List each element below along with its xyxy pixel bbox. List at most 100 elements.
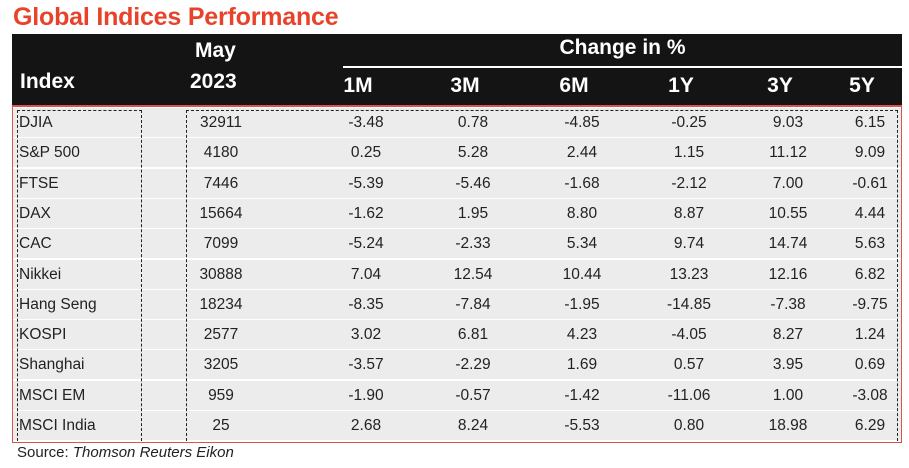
table-row: DAX 15664 -1.62 1.95 8.80 8.87 10.55 4.44 — [13, 198, 901, 228]
change-6m: -4.85 — [564, 114, 600, 131]
change-3m: -2.33 — [455, 235, 491, 253]
change-1m: 7.04 — [350, 265, 382, 283]
change-1m: -1.90 — [348, 386, 384, 404]
change-3m: -0.57 — [455, 386, 491, 404]
index-value: 25 — [212, 417, 230, 434]
header-1m: 1M — [343, 74, 373, 97]
index-value: 959 — [208, 386, 234, 404]
change-5y: 6.82 — [854, 265, 886, 283]
change-6m: -1.68 — [564, 174, 600, 192]
index-name: DJIA — [19, 114, 53, 131]
change-6m: -1.95 — [564, 295, 600, 313]
source-name: Thomson Reuters Eikon — [72, 444, 234, 461]
change-1m: -5.39 — [348, 174, 384, 192]
change-1y: 13.23 — [669, 265, 709, 283]
change-3y: 12.16 — [768, 265, 808, 283]
change-6m: 5.34 — [566, 235, 598, 253]
index-value: 3205 — [203, 356, 239, 374]
change-1y: 9.74 — [673, 235, 705, 253]
change-1m: -3.57 — [348, 356, 384, 374]
table-row: Nikkei 30888 7.04 12.54 10.44 13.23 12.16 6.82 — [13, 259, 901, 289]
change-1y: 0.80 — [673, 417, 705, 434]
header-divider — [343, 66, 902, 68]
change-3m: 0.78 — [457, 114, 489, 131]
table-row: S&P 500 4180 0.25 5.28 2.44 1.15 11.12 9.09 — [13, 138, 901, 168]
change-5y: 6.15 — [854, 114, 886, 131]
change-1m: 3.02 — [350, 326, 382, 344]
change-1m: 0.25 — [350, 144, 382, 162]
change-6m: -1.42 — [564, 386, 600, 404]
change-3m: -2.29 — [455, 356, 491, 374]
change-1m: -3.48 — [348, 114, 384, 131]
change-6m: 4.23 — [566, 326, 598, 344]
index-value: 18234 — [199, 295, 243, 313]
table-header: Index May 2023 Change in % 1M 3M 6M 1Y 3… — [12, 34, 902, 105]
change-5y: 9.09 — [854, 144, 886, 162]
index-name: CAC — [19, 235, 52, 253]
change-5y: 0.69 — [854, 356, 886, 374]
change-6m: 1.69 — [566, 356, 598, 374]
change-3y: 1.00 — [772, 386, 804, 404]
index-name: Hang Seng — [19, 295, 97, 313]
change-5y: -9.75 — [852, 295, 888, 313]
change-3m: -7.84 — [455, 295, 491, 313]
change-5y: -3.08 — [852, 386, 888, 404]
table-row: CAC 7099 -5.24 -2.33 5.34 9.74 14.74 5.63 — [13, 229, 901, 259]
change-6m: 2.44 — [566, 144, 598, 162]
index-name: DAX — [19, 204, 51, 222]
index-name: Shanghai — [19, 356, 85, 374]
change-3y: 14.74 — [768, 235, 808, 253]
change-3m: 5.28 — [457, 144, 489, 162]
change-3y: -7.38 — [770, 295, 806, 313]
index-name: S&P 500 — [19, 144, 80, 162]
table-body: MSCI India 25 2.68 8.24 -5.53 0.80 18.98 6.29 MS… — [12, 105, 902, 443]
change-5y: -0.61 — [852, 174, 888, 192]
page-title: Global Indices Performance — [13, 3, 339, 31]
index-value: 2577 — [203, 326, 239, 344]
header-3m: 3M — [450, 74, 480, 97]
change-1y: -4.05 — [671, 326, 707, 344]
table-row: MSCI EM 959 -1.90 -0.57 -1.42 -11.06 1.00 -3.08 — [13, 380, 901, 410]
header-year: 2023 — [190, 70, 237, 93]
change-1y: 1.15 — [673, 144, 705, 162]
change-1y: 0.57 — [673, 356, 705, 374]
change-5y: 6.29 — [854, 417, 886, 434]
change-1y: 8.87 — [673, 204, 705, 222]
change-3y: 11.12 — [769, 144, 807, 162]
change-6m: 10.44 — [562, 265, 602, 283]
index-value: 4180 — [203, 144, 239, 162]
change-3m: 6.81 — [457, 326, 489, 344]
source-note: Source: Thomson Reuters Eikon — [17, 444, 234, 461]
index-name: KOSPI — [19, 326, 67, 344]
index-value: 7446 — [203, 174, 239, 192]
table-row: KOSPI 2577 3.02 6.81 4.23 -4.05 8.27 1.24 — [13, 320, 901, 350]
index-value: 7099 — [203, 235, 239, 253]
header-6m: 6M — [559, 74, 589, 97]
change-5y: 1.24 — [854, 326, 886, 344]
index-name: MSCI India — [19, 417, 96, 434]
change-1y: -14.85 — [667, 295, 711, 313]
table-row: FTSE 7446 -5.39 -5.46 -1.68 -2.12 7.00 -0.61 — [13, 168, 901, 198]
source-label: Source: — [17, 444, 73, 461]
header-may: May — [195, 39, 236, 62]
header-1y: 1Y — [668, 74, 694, 97]
table-row: Hang Seng 18234 -8.35 -7.84 -1.95 -14.85 -7.38… — [13, 289, 901, 319]
change-1m: -1.62 — [348, 204, 384, 222]
change-5y: 5.63 — [854, 235, 886, 253]
index-value: 30888 — [199, 265, 243, 283]
change-3m: -5.46 — [455, 174, 491, 192]
change-1m: -5.24 — [348, 235, 384, 253]
header-change-group: Change in % — [559, 36, 686, 59]
table-row: DJIA 32911 -3.48 0.78 -4.85 -0.25 9.03 6.15 — [13, 108, 901, 137]
change-3m: 12.54 — [453, 265, 493, 283]
change-3y: 3.95 — [772, 356, 804, 374]
change-3y: 18.98 — [768, 417, 808, 434]
header-index: Index — [20, 70, 75, 93]
change-6m: -5.53 — [564, 417, 600, 434]
change-3y: 8.27 — [772, 326, 804, 344]
change-1m: 2.68 — [350, 417, 382, 434]
index-name: MSCI EM — [19, 386, 86, 404]
table-row: MSCI India 25 2.68 8.24 -5.53 0.80 18.98 6.29 — [13, 411, 901, 440]
index-column-outline — [17, 110, 142, 441]
header-5y: 5Y — [849, 74, 875, 97]
